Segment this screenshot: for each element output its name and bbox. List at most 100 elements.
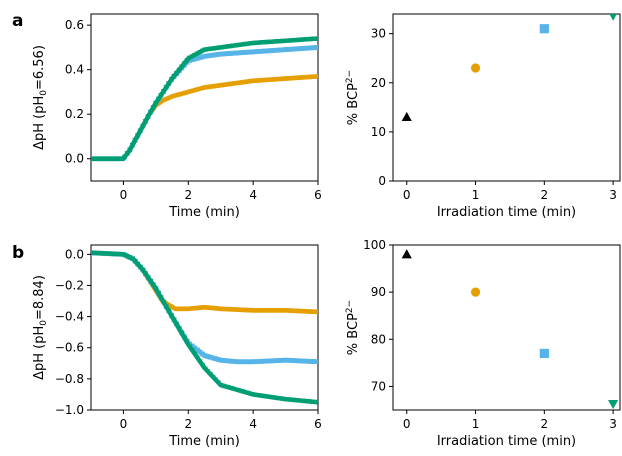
data-point xyxy=(197,55,203,60)
data-point-1 xyxy=(470,287,481,297)
y-tick-label: 80 xyxy=(371,332,386,346)
data-point xyxy=(176,67,182,73)
data-point xyxy=(199,363,206,368)
data-point xyxy=(189,343,195,349)
data-point xyxy=(142,119,149,125)
data-point xyxy=(158,93,164,98)
data-point xyxy=(226,358,231,364)
data-point xyxy=(236,359,242,365)
data-point xyxy=(166,308,172,314)
y-tick-label: 30 xyxy=(371,27,386,41)
y-axis-label: % BCP2− xyxy=(345,300,361,355)
data-point xyxy=(212,377,219,383)
data-point xyxy=(200,351,205,357)
data-point-3 xyxy=(609,14,617,21)
data-point xyxy=(189,54,195,60)
data-point xyxy=(246,49,252,55)
data-point xyxy=(314,74,318,79)
data-point xyxy=(306,45,312,51)
data-point xyxy=(140,124,146,129)
data-point xyxy=(249,359,255,365)
y-tick-label: 0 xyxy=(378,174,386,188)
x-tick-label: 6 xyxy=(314,188,322,202)
data-point xyxy=(226,51,231,56)
data-point xyxy=(168,77,175,83)
data-point xyxy=(301,358,307,364)
data-point xyxy=(265,358,270,364)
data-point-0 xyxy=(401,111,412,122)
data-point xyxy=(171,74,177,79)
series-markers-0 xyxy=(91,250,318,315)
data-point xyxy=(296,358,301,364)
data-point xyxy=(218,51,224,57)
series-line-0 xyxy=(91,250,318,315)
data-point xyxy=(153,286,159,292)
data-point xyxy=(244,49,250,55)
data-point xyxy=(233,359,239,365)
y-tick-label: 0.0 xyxy=(65,152,84,166)
x-axis-label: Irradiation time (min) xyxy=(437,434,576,449)
data-point xyxy=(161,299,167,305)
data-point xyxy=(262,358,268,364)
data-point xyxy=(303,358,309,364)
x-tick-label: 2 xyxy=(184,417,192,431)
y-tick-label: 100 xyxy=(363,238,386,252)
y-tick-label: 70 xyxy=(371,379,386,393)
data-point xyxy=(145,275,151,281)
data-point xyxy=(194,347,200,353)
data-point xyxy=(176,326,182,332)
y-tick-label: 90 xyxy=(371,285,386,299)
data-point xyxy=(210,52,216,58)
data-point-3 xyxy=(608,399,619,410)
data-point xyxy=(283,47,288,53)
data-point xyxy=(301,45,307,51)
x-tick-label: 2 xyxy=(184,188,192,202)
data-point xyxy=(239,359,244,365)
plot-frame xyxy=(90,13,319,182)
chart-a-left: 0 2 4 6 0.0 0.2 0.4 0.6 Time (min) ΔpH (pH0=6.56) xyxy=(32,13,322,220)
data-point xyxy=(194,355,201,361)
data-point xyxy=(293,358,299,364)
data-point xyxy=(314,309,318,315)
data-point xyxy=(181,61,188,67)
data-point xyxy=(228,358,234,364)
series-line-1 xyxy=(91,45,318,161)
data-point xyxy=(259,48,265,54)
data-point xyxy=(129,143,136,148)
data-point xyxy=(267,358,273,364)
data-point xyxy=(259,358,265,364)
data-point xyxy=(122,252,128,258)
data-point xyxy=(213,52,218,58)
data-point xyxy=(137,128,143,134)
data-layer xyxy=(91,250,318,405)
series-markers-2 xyxy=(91,36,318,162)
data-point xyxy=(207,53,213,58)
data-point xyxy=(194,51,201,57)
y-tick-label: 20 xyxy=(371,76,386,90)
data-point xyxy=(135,133,141,139)
data-point xyxy=(181,335,188,341)
data-point xyxy=(249,49,255,55)
data-point xyxy=(272,47,278,53)
x-tick-label: 0 xyxy=(120,188,128,202)
x-tick-label: 1 xyxy=(472,417,480,431)
data-point xyxy=(173,322,180,328)
data-point xyxy=(192,351,198,357)
y-axis-label: ΔpH (pH0=8.84) xyxy=(32,275,49,380)
data-point xyxy=(241,50,247,55)
data-point xyxy=(265,48,270,54)
x-tick-label: 4 xyxy=(249,417,257,431)
data-point xyxy=(129,256,136,262)
data-point xyxy=(194,55,200,61)
data-point xyxy=(173,70,180,76)
data-point xyxy=(223,51,229,57)
panel-letter-b: b xyxy=(12,243,24,263)
data-point xyxy=(257,49,263,54)
data-point xyxy=(148,109,154,115)
data-point-0 xyxy=(401,249,412,259)
x-axis-label: Time (min) xyxy=(168,434,240,449)
data-point xyxy=(288,46,294,52)
data-point xyxy=(218,357,224,363)
data-point xyxy=(207,372,213,377)
data-point xyxy=(202,366,208,372)
